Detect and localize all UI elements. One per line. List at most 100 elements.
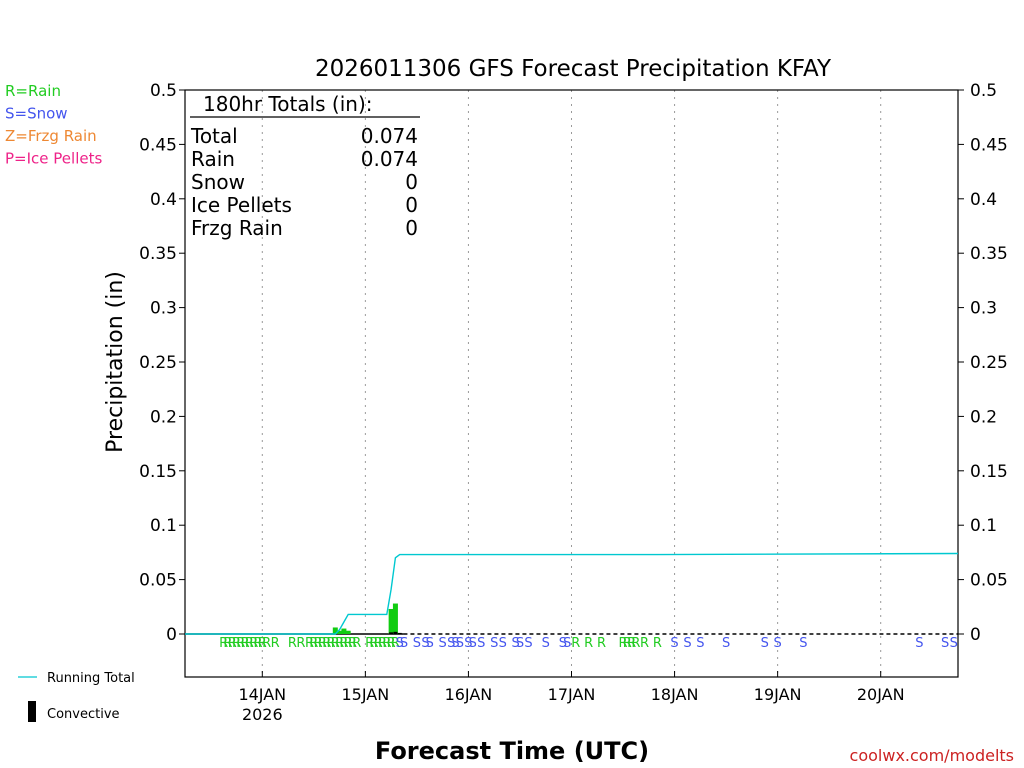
ptype-marker: R (348, 636, 357, 651)
type-legend-item: S=Snow (5, 105, 68, 123)
x-tick-label: 19JAN (754, 685, 802, 704)
precip-bar (388, 608, 394, 634)
ptype-marker: R (219, 636, 228, 651)
convective-legend-label: Convective (47, 707, 120, 722)
totals-box: 180hr Totals (in): Total 0.074 Rain 0.074 Sn… (190, 92, 420, 240)
ptype-marker: S (915, 636, 923, 651)
totals-row-label: Frzg Rain (191, 216, 283, 240)
convective-bar (393, 631, 398, 634)
ptype-marker: R (344, 636, 353, 651)
ptype-marker: S (563, 636, 571, 651)
convective-bars (389, 631, 402, 634)
ptype-marker: S (941, 636, 949, 651)
ptype-marker: R (382, 636, 391, 651)
ptype-marker: R (339, 636, 348, 651)
x-axis-label: Forecast Time (UTC) (375, 737, 649, 765)
ptype-marker: S (542, 636, 550, 651)
ptype-marker: R (296, 636, 305, 651)
y-ticks: 0 00.05 0.050.1 0.10.15 0.150.2 0.20.25 0.250.… (139, 81, 1008, 645)
ptype-marker: S (799, 636, 807, 651)
ptype-marker: R (326, 636, 335, 651)
ptype-marker: R (258, 636, 267, 651)
ptype-marker: S (722, 636, 730, 651)
ptype-marker: S (451, 636, 459, 651)
type-legend: R=Rain S=Snow Z=Frzg Rain P=Ice Pellets (5, 82, 102, 168)
ptype-marker: R (623, 636, 632, 651)
running-total-line (185, 552, 959, 635)
ptype-marker: S (696, 636, 704, 651)
y-tick-label-right: 0 (970, 625, 981, 645)
ptype-marker: R (369, 636, 378, 651)
ptype-marker: S (761, 636, 769, 651)
chart-title: 2026011306 GFS Forecast Precipitation KF… (315, 56, 832, 82)
ptype-marker: R (391, 636, 400, 651)
convective-legend-swatch (28, 701, 36, 722)
ptype-marker: R (387, 636, 396, 651)
y-tick-label-left: 0.4 (150, 190, 177, 210)
totals-row-label: Snow (191, 170, 245, 194)
y-tick-label-right: 0.05 (970, 571, 1008, 591)
precip-bar (392, 603, 398, 634)
totals-header: 180hr Totals (in): (203, 92, 373, 116)
ptype-marker: R (318, 636, 327, 651)
x-tick-sublabel: 2026 (242, 705, 283, 724)
y-tick-label-left: 0.1 (150, 516, 177, 536)
totals-row-value: 0 (405, 193, 418, 217)
ptype-marker: R (335, 636, 344, 651)
y-tick-label-right: 0.3 (970, 299, 997, 319)
ptype-marker: S (950, 636, 958, 651)
running-total-legend-label: Running Total (47, 671, 135, 686)
ptype-marker: S (683, 636, 691, 651)
ptype-marker: S (477, 636, 485, 651)
x-tick-label: 14JAN (238, 685, 286, 704)
ptype-marker: S (396, 636, 404, 651)
y-tick-label-left: 0.45 (139, 135, 177, 155)
ptype-marker: R (253, 636, 262, 651)
ptype-marker: R (352, 636, 361, 651)
ptype-marker: R (365, 636, 374, 651)
ptype-marker: S (512, 636, 520, 651)
ptype-marker: R (305, 636, 314, 651)
y-tick-label-left: 0.05 (139, 571, 177, 591)
y-tick-label-right: 0.5 (970, 81, 997, 101)
precip-bar (332, 627, 338, 634)
ptype-marker: R (571, 636, 580, 651)
y-tick-label-left: 0.2 (150, 407, 177, 427)
ptype-marker: R (232, 636, 241, 651)
convective-bar (397, 632, 402, 634)
ptype-marker: S (524, 636, 532, 651)
ptype-marker: S (456, 636, 464, 651)
ptype-marker: R (331, 636, 340, 651)
ptype-marker: S (464, 636, 472, 651)
type-legend-item: Z=Frzg Rain (5, 127, 97, 145)
ptype-marker: R (627, 636, 636, 651)
x-tick-label: 17JAN (548, 685, 596, 704)
ptype-marker: R (249, 636, 258, 651)
totals-row-value: 0 (405, 216, 418, 240)
ptype-marker: R (271, 636, 280, 651)
ptype-marker: R (640, 636, 649, 651)
totals-row-value: 0.074 (361, 147, 418, 171)
ptype-marker: S (421, 636, 429, 651)
y-tick-label-left: 0.5 (150, 81, 177, 101)
y-tick-label-left: 0.35 (139, 244, 177, 264)
ptype-marker: R (288, 636, 297, 651)
type-legend-item: P=Ice Pellets (5, 150, 102, 168)
totals-rows: Total 0.074 Rain 0.074 Snow 0 Ice Pellets 0 Frzg… (190, 124, 418, 240)
y-tick-label-right: 0.2 (970, 407, 997, 427)
y-axis-label: Precipitation (in) (103, 271, 128, 453)
totals-row-value: 0.074 (361, 124, 418, 148)
x-tick-label: 20JAN (857, 685, 905, 704)
ptype-marker: R (236, 636, 245, 651)
precip-bar (341, 628, 347, 634)
ptype-marker: R (597, 636, 606, 651)
totals-row-label: Ice Pellets (191, 193, 292, 217)
y-tick-label-right: 0.15 (970, 462, 1008, 482)
ptype-marker: R (653, 636, 662, 651)
ptype-marker: S (439, 636, 447, 651)
x-tick-label: 18JAN (651, 685, 699, 704)
ptype-marker: S (469, 636, 477, 651)
